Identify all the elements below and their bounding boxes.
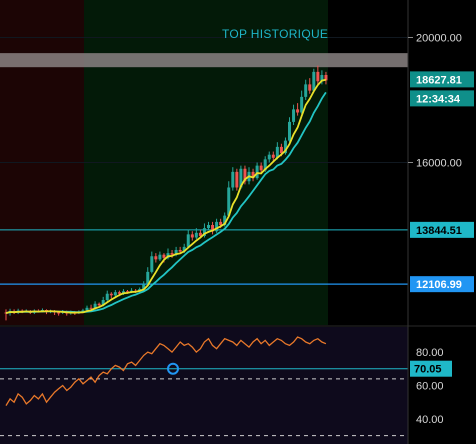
level-1-tag-bg <box>410 221 474 238</box>
candle-body <box>174 250 178 255</box>
candle-body <box>162 254 166 258</box>
candle-body <box>288 121 291 141</box>
candle-body <box>275 146 279 158</box>
rsi-marker <box>167 362 179 375</box>
candle-body <box>81 310 85 312</box>
moving-average-fast <box>5 78 327 314</box>
candle-body <box>117 292 121 294</box>
candle-body <box>231 171 235 188</box>
candle-body <box>207 225 210 229</box>
rsi-value-tag: 70.05 <box>414 364 442 376</box>
candle-body <box>202 228 206 236</box>
candle-body <box>146 271 150 285</box>
candle-body <box>259 165 263 171</box>
candle-body <box>113 292 117 296</box>
candle-body <box>97 303 101 306</box>
level-2-tag-bg <box>410 276 474 293</box>
candle-body <box>263 159 267 171</box>
candle-body <box>170 253 174 255</box>
candle-body <box>126 291 129 293</box>
candle-body <box>308 84 312 91</box>
candle-body <box>186 234 190 247</box>
candle-body <box>182 246 186 252</box>
candle-body <box>304 84 308 97</box>
level-1-tag: 13844.51 <box>416 225 462 237</box>
current-price-tag-bg <box>410 71 474 88</box>
candle-body <box>178 250 182 252</box>
candle-body <box>255 165 259 179</box>
candle-body <box>89 307 93 309</box>
candle-body <box>243 168 247 182</box>
candle-body <box>211 225 215 232</box>
level-2-tag: 12106.99 <box>416 279 462 291</box>
candle-body <box>190 234 194 238</box>
axis-label-16000: 16000.00 <box>416 158 462 170</box>
candle-body <box>154 256 158 260</box>
candle-body <box>101 300 105 306</box>
candle-body <box>235 171 239 188</box>
candle-body <box>271 154 275 158</box>
annotation-label: TOP HISTORIQUE <box>222 27 329 41</box>
candle-body <box>324 75 328 81</box>
candle-body <box>85 307 89 311</box>
candle-body <box>316 71 320 82</box>
candle-body <box>279 146 283 154</box>
candle-body <box>251 171 255 179</box>
candle-body <box>283 140 287 154</box>
candle-body <box>227 187 231 216</box>
resistance-band <box>0 53 408 68</box>
countdown-tag: 12:34:34 <box>416 93 461 105</box>
candle-body <box>194 232 198 238</box>
countdown-tag-bg <box>410 90 474 107</box>
candle-body <box>292 109 296 122</box>
candle-body <box>158 254 162 260</box>
candle-body <box>300 96 304 113</box>
candle-body <box>219 221 223 225</box>
candle-body <box>109 293 113 296</box>
rsi-panel-bg <box>0 327 408 444</box>
candle-body <box>320 75 324 82</box>
candle-body <box>223 215 227 225</box>
rsi-value-tag-bg <box>410 360 452 377</box>
candle-body <box>150 256 154 272</box>
current-price-tag: 18627.81 <box>416 74 462 86</box>
rsi-line <box>5 336 327 406</box>
candle-body <box>312 71 316 91</box>
candle-body <box>296 109 300 113</box>
rsi-axis-label-40: 40.00 <box>416 414 444 426</box>
candle-body <box>57 312 61 314</box>
candle-body <box>267 154 271 160</box>
candle-body <box>239 168 243 188</box>
rsi-axis-label-80: 80.00 <box>416 347 444 359</box>
candle-body <box>215 221 219 232</box>
candle-body <box>105 293 109 300</box>
rsi-axis-label-60: 60.00 <box>416 381 444 393</box>
candle-body <box>93 303 97 309</box>
candle-body <box>142 284 146 290</box>
candle-body <box>198 232 202 236</box>
axis-label-20000: 20000.00 <box>416 33 462 45</box>
